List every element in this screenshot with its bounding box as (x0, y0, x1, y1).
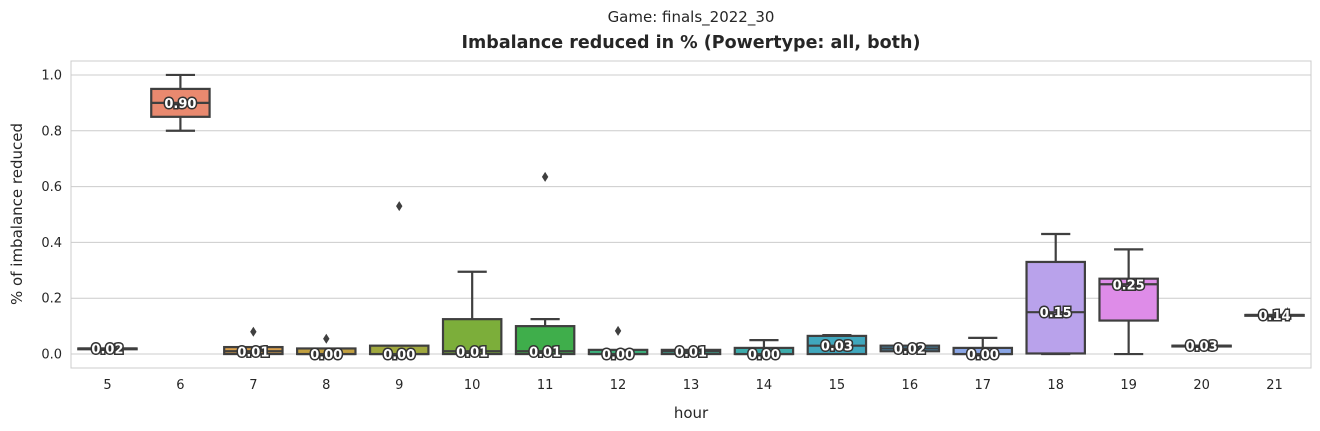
median-value-label: 0.00 (967, 348, 999, 363)
x-tick-label: 15 (829, 378, 846, 393)
outlier-marker (323, 333, 330, 344)
y-tick-labels: 0.0 0.2 0.4 0.6 0.8 1.0 (41, 68, 62, 362)
box-hour-14: 0.00 (733, 338, 795, 365)
x-tick-label: 20 (1193, 378, 1210, 393)
outlier-marker (541, 171, 549, 182)
median-value-label: 0.14 (1258, 309, 1290, 324)
box-hour-19: 0.25 (1098, 248, 1159, 356)
box-hour-18: 0.15 (1025, 232, 1086, 356)
median-value-label: 0.01 (456, 345, 488, 360)
median-value-label: 0.00 (383, 348, 415, 363)
x-tick-label: 16 (902, 378, 919, 393)
plot-area-border (70, 60, 1312, 369)
x-tick-label: 14 (756, 378, 773, 393)
box-hour-8: 0.00 (296, 333, 357, 365)
box-hour-9: 0.00 (368, 201, 430, 365)
box-hour-16: 0.02 (879, 341, 941, 359)
outlier-marker (250, 326, 257, 337)
box-hour-11: 0.01 (514, 171, 576, 362)
box-hour-17: 0.00 (952, 336, 1014, 365)
median-value-label: 0.01 (237, 345, 269, 360)
box-series: 0.02 0.90 0.01 0.00 0.00 0.01 0.01 0.00 0.01 0.00… (77, 73, 1305, 365)
outlier-marker (614, 325, 622, 336)
x-tick-label: 19 (1120, 378, 1137, 393)
box-hour-15: 0.03 (806, 333, 868, 356)
x-tick-label: 6 (176, 378, 184, 393)
y-tick-label: 0.4 (41, 236, 62, 251)
box-hour-6: 0.90 (150, 73, 211, 132)
x-tick-label: 11 (537, 378, 554, 393)
x-tick-label: 17 (974, 378, 991, 393)
median-value-label: 0.02 (894, 342, 926, 357)
y-tick-label: 0.0 (41, 348, 62, 363)
median-value-label: 0.03 (1186, 340, 1218, 355)
x-tick-label: 7 (249, 378, 257, 393)
box-hour-20: 0.03 (1171, 338, 1232, 356)
y-gridlines (71, 74, 1311, 355)
box-iqr (514, 325, 576, 356)
x-tick-label: 8 (322, 378, 330, 393)
median-value-label: 0.01 (675, 345, 707, 360)
y-tick-label: 1.0 (41, 68, 62, 83)
outlier-marker (396, 201, 403, 212)
box-hour-13: 0.01 (660, 344, 722, 362)
chart-title: Imbalance reduced in % (Powertype: all, … (462, 33, 921, 53)
median-value-label: 0.90 (164, 97, 196, 112)
box-hour-5: 0.02 (77, 341, 138, 359)
y-tick-label: 0.6 (41, 180, 62, 195)
median-value-label: 0.03 (821, 340, 853, 355)
box-hour-7: 0.01 (223, 326, 284, 362)
median-value-label: 0.00 (310, 348, 342, 363)
box-iqr (1025, 260, 1086, 355)
x-tick-label: 10 (464, 378, 481, 393)
median-value-label: 0.02 (91, 342, 123, 357)
y-tick-label: 0.2 (41, 292, 62, 307)
chart-suptitle: Game: finals_2022_30 (608, 8, 775, 27)
x-tick-labels: 5 6 7 8 9 10 11 12 13 14 15 16 17 18 19 20 21 (103, 378, 1282, 393)
median-value-label: 0.00 (602, 348, 634, 363)
x-tick-label: 13 (683, 378, 700, 393)
y-axis-label: % of imbalance reduced (8, 123, 26, 305)
x-axis-label: hour (674, 404, 709, 422)
x-tick-label: 21 (1266, 378, 1283, 393)
median-value-label: 0.15 (1040, 306, 1072, 321)
median-value-label: 0.01 (529, 345, 561, 360)
x-tick-label: 5 (103, 378, 111, 393)
box-iqr (1098, 277, 1159, 322)
x-tick-label: 12 (610, 378, 627, 393)
x-tick-label: 18 (1047, 378, 1064, 393)
x-tick-label: 9 (395, 378, 403, 393)
y-tick-label: 0.8 (41, 124, 62, 139)
box-iqr (441, 318, 503, 356)
box-hour-10: 0.01 (441, 270, 503, 362)
box-hour-12: 0.00 (587, 325, 649, 365)
median-value-label: 0.25 (1113, 278, 1145, 293)
median-value-label: 0.00 (748, 348, 780, 363)
box-hour-21: 0.14 (1244, 307, 1305, 325)
